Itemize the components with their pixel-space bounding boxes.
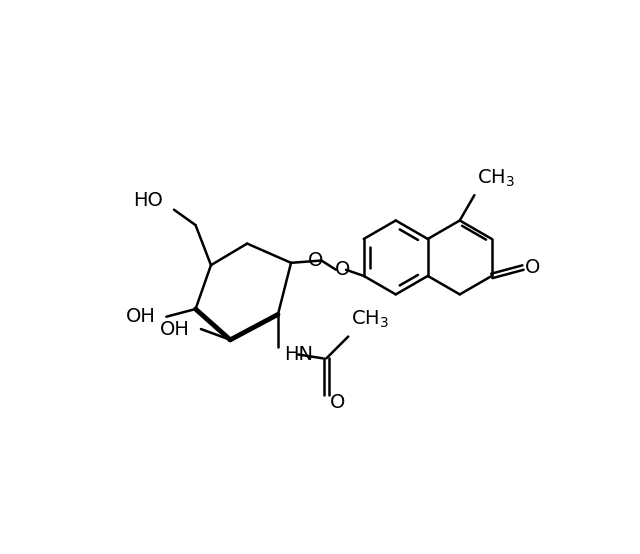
Text: OH: OH xyxy=(125,307,156,326)
Text: O: O xyxy=(335,260,350,279)
Text: CH$_3$: CH$_3$ xyxy=(477,168,515,189)
Text: O: O xyxy=(330,393,345,413)
Text: HN: HN xyxy=(284,345,313,364)
Text: O: O xyxy=(525,258,541,277)
Text: O: O xyxy=(308,251,323,270)
Text: OH: OH xyxy=(160,320,190,338)
Text: CH$_3$: CH$_3$ xyxy=(351,309,389,330)
Text: HO: HO xyxy=(133,191,163,210)
